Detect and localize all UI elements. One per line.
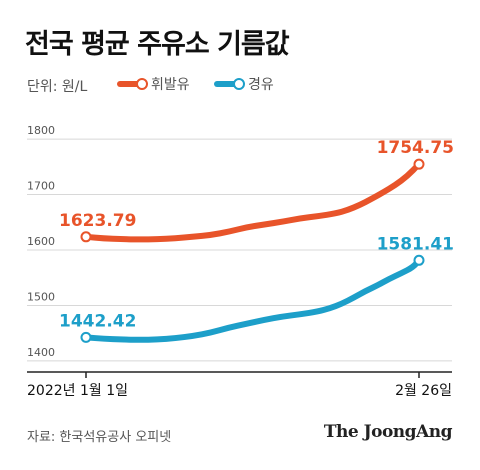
legend-gasoline: 휘발유 bbox=[117, 74, 190, 94]
x-tick-label-0: 2022년 1월 1일 bbox=[27, 383, 128, 399]
y-tick-label-1800: 1800 bbox=[27, 124, 55, 137]
gasoline-end-point bbox=[413, 158, 425, 170]
y-tick-label-1500: 1500 bbox=[27, 290, 55, 303]
y-tick-label-1700: 1700 bbox=[27, 180, 55, 193]
x-tick-label-1: 2월 26일 bbox=[395, 383, 452, 399]
gasoline-start-label: 1623.79 bbox=[59, 211, 136, 231]
gasoline-start-point bbox=[80, 231, 92, 243]
diesel-end-label: 1581.41 bbox=[377, 234, 454, 254]
chart-title: 전국 평균 주유소 기름값 bbox=[25, 29, 290, 60]
diesel-line bbox=[83, 257, 422, 343]
legend-diesel: 경유 bbox=[214, 74, 274, 94]
unit-label: 단위: 원/L bbox=[27, 79, 88, 95]
legend-diesel-swatch bbox=[214, 78, 245, 90]
y-tick-label-1400: 1400 bbox=[27, 346, 55, 359]
brand-logo: The JoongAng bbox=[323, 422, 453, 442]
legend-gasoline-swatch bbox=[117, 78, 148, 90]
legend-diesel-label: 경유 bbox=[248, 77, 274, 93]
legend-gasoline-label: 휘발유 bbox=[151, 77, 190, 93]
diesel-start-label: 1442.42 bbox=[59, 311, 136, 331]
gasoline-line bbox=[83, 161, 422, 243]
diesel-end-point bbox=[413, 254, 425, 266]
source-note: 자료: 한국석유공사 오피넷 bbox=[27, 430, 172, 445]
gasoline-end-label: 1754.75 bbox=[377, 138, 454, 158]
y-tick-label-1600: 1600 bbox=[27, 235, 55, 248]
diesel-start-point bbox=[80, 331, 92, 343]
